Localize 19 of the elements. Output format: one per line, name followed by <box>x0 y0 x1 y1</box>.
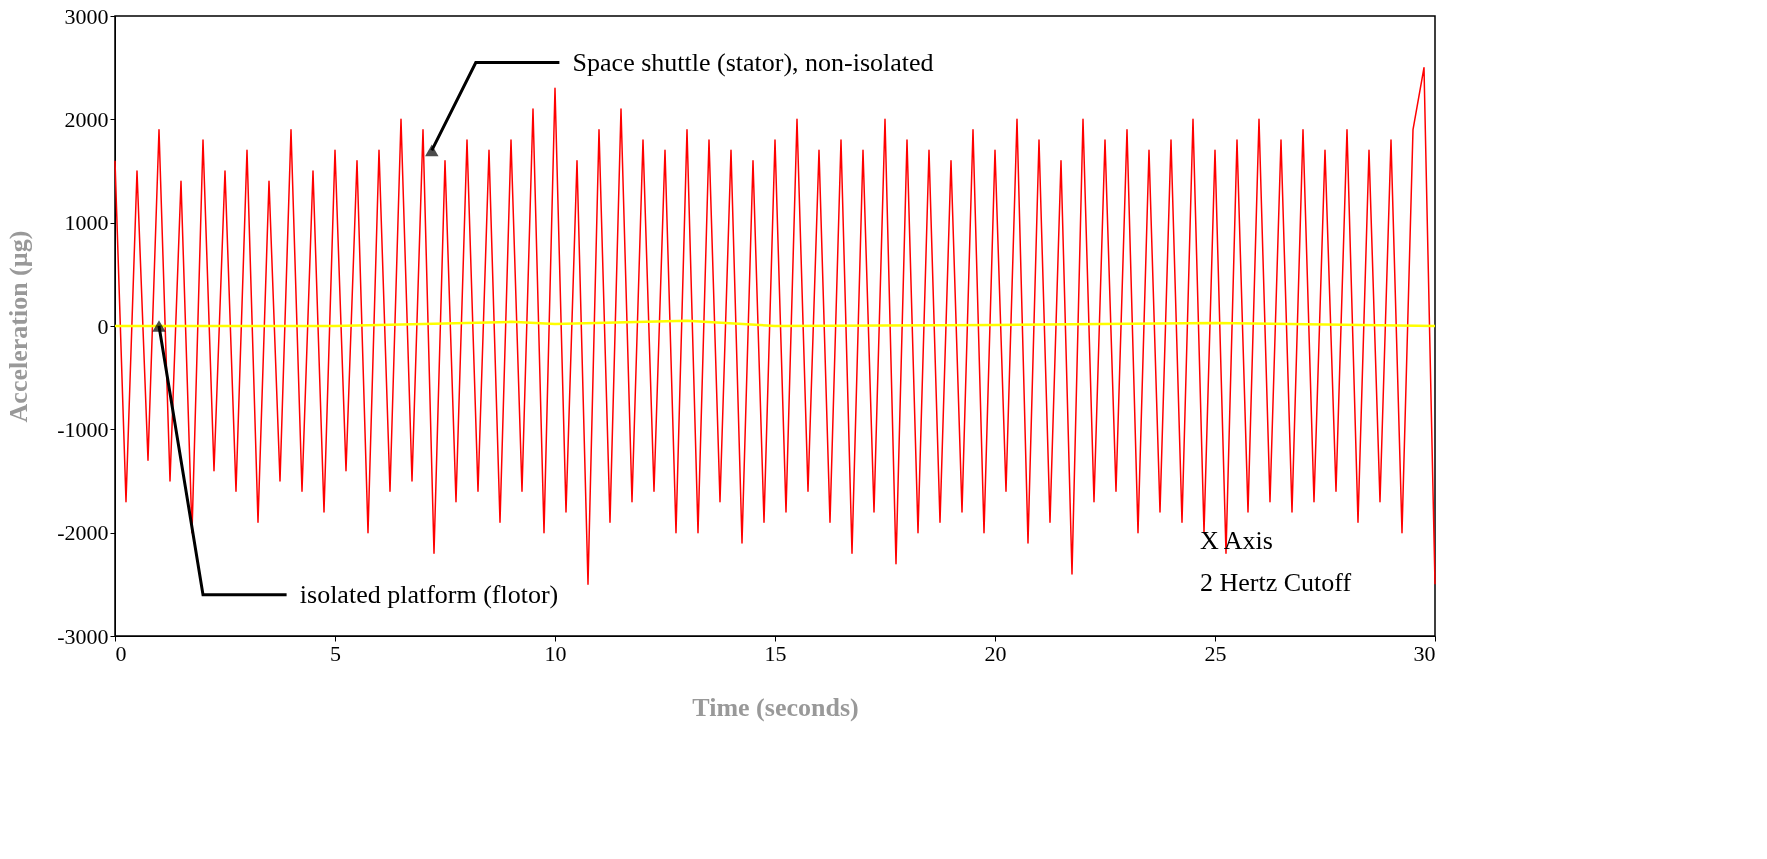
x-tick-label: 0 <box>115 640 127 666</box>
x-tick-label: 15 <box>764 640 787 666</box>
y-tick-label: -2000 <box>57 520 109 546</box>
x-tick-label: 25 <box>1204 640 1227 666</box>
x-axis-title: Time (seconds) <box>692 692 859 722</box>
y-tick-label: 3000 <box>64 3 109 29</box>
y-axis-title: Acceleration (µg) <box>4 230 34 423</box>
y-tick-label: -3000 <box>57 623 109 649</box>
annotation: 2 Hertz Cutoff <box>1200 568 1352 597</box>
x-tick-label: 10 <box>544 640 567 666</box>
y-tick-label: 1000 <box>64 210 109 236</box>
x-tick-label: 30 <box>1413 640 1436 666</box>
annotation: isolated platform (flotor) <box>299 579 559 609</box>
x-tick-label: 5 <box>330 640 341 666</box>
y-tick-label: 0 <box>97 313 109 339</box>
annotation: Space shuttle (stator), non-isolated <box>572 47 934 77</box>
y-tick-label: -1000 <box>57 416 109 442</box>
y-tick-label: 2000 <box>64 106 109 132</box>
x-tick-label: 20 <box>984 640 1007 666</box>
